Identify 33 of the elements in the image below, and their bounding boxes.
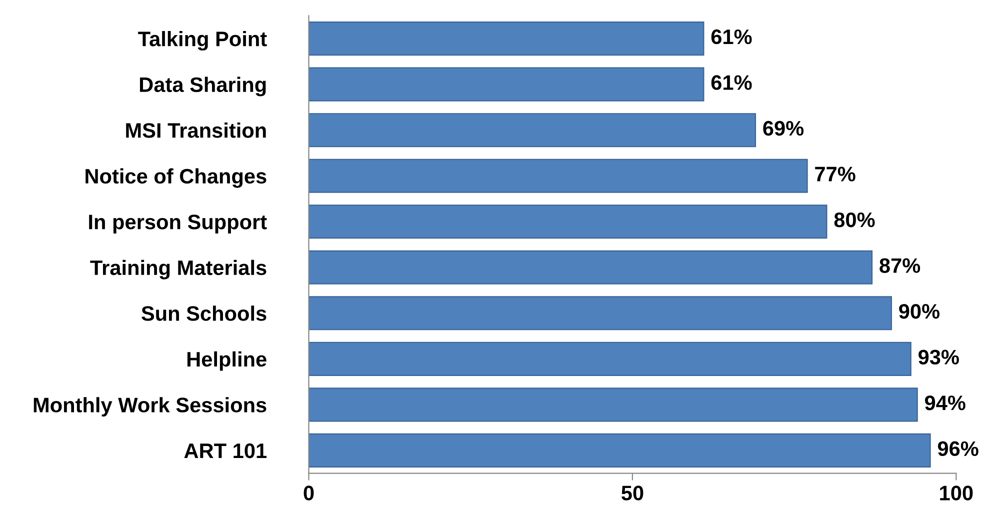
data-label: 61% [711, 75, 752, 90]
bar [308, 204, 828, 239]
y-tick-label: Data Sharing [140, 76, 266, 96]
y-tick-label: ART 101 [184, 443, 267, 458]
bar [308, 158, 808, 193]
data-label: 77% [815, 166, 856, 182]
bar [308, 388, 918, 422]
bar [308, 113, 756, 148]
bar [308, 22, 704, 56]
data-label: 93% [918, 350, 959, 365]
data-label: 96% [938, 441, 978, 456]
bar [308, 296, 892, 330]
bar [308, 67, 704, 102]
y-tick-label: Talking Point [138, 31, 267, 51]
y-tick-label: MSI Transition [126, 122, 266, 138]
y-tick-label: Notice of Changes [86, 168, 266, 188]
bar [308, 250, 873, 284]
x-tick-label: 50 [622, 486, 644, 500]
x-tick-label: 100 [940, 486, 973, 500]
bar [308, 342, 912, 376]
y-tick-label: In person Support [89, 214, 267, 234]
y-tick-label: Monthly Work Sessions [34, 397, 266, 417]
data-label: 69% [763, 120, 804, 136]
bar [308, 433, 931, 468]
data-label: 94% [924, 396, 966, 410]
data-label: 61% [711, 29, 752, 44]
y-tick-label: Sun Schools [142, 306, 266, 321]
data-label: 90% [899, 304, 940, 319]
x-tick-label: 0 [304, 486, 314, 500]
data-label: 87% [880, 258, 920, 273]
data-label: 80% [834, 212, 875, 228]
y-tick-label: Helpline [187, 351, 266, 371]
y-tick-label: Training Materials [90, 260, 266, 280]
